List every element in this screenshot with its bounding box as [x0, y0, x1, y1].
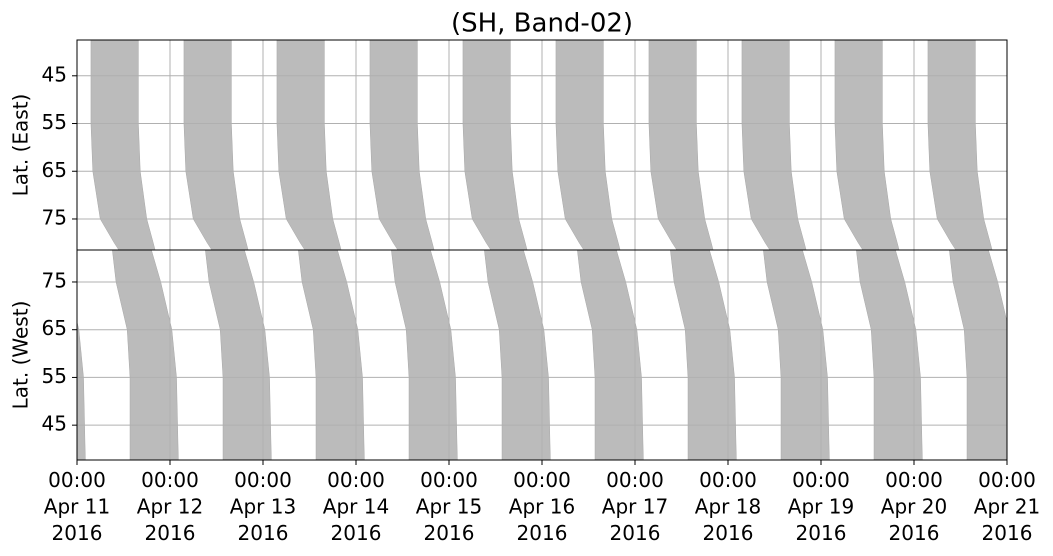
x-tick-label: 00:00 Apr 14 2016: [323, 468, 389, 545]
x-tick-label: 00:00 Apr 15 2016: [416, 468, 482, 545]
coverage-band: [763, 250, 830, 460]
y-axis-label: Lat. (West): [9, 301, 33, 410]
y-tick-label: 65: [42, 316, 67, 340]
coverage-band: [484, 250, 551, 460]
chart-title: (SH, Band-02): [451, 9, 633, 39]
coverage-band: [112, 250, 179, 460]
y-tick-label: 65: [42, 158, 67, 182]
x-tick-label: 00:00 Apr 21 2016: [974, 468, 1040, 545]
coverage-band: [670, 250, 737, 460]
x-tick-label: 00:00 Apr 18 2016: [695, 468, 761, 545]
coverage-band: [391, 250, 458, 460]
y-tick-label: 45: [42, 412, 67, 436]
x-tick-label: 00:00 Apr 12 2016: [137, 468, 203, 545]
coverage-band: [856, 250, 923, 460]
coverage-band: [298, 250, 365, 460]
x-tick-label: 00:00 Apr 17 2016: [602, 468, 668, 545]
y-tick-label: 55: [42, 364, 67, 388]
plot-area: [90, 40, 993, 250]
x-tick-label: 00:00 Apr 16 2016: [509, 468, 575, 545]
x-tick-label: 00:00 Apr 20 2016: [881, 468, 947, 545]
coverage-band: [577, 250, 644, 460]
coverage-band: [205, 250, 272, 460]
y-tick-label: 55: [42, 110, 67, 134]
plot-area: [77, 250, 1007, 460]
y-tick-label: 75: [42, 205, 67, 229]
y-axis-label: Lat. (East): [9, 94, 33, 197]
coverage-band: [949, 250, 1007, 460]
x-tick-label: 00:00 Apr 11 2016: [44, 468, 110, 545]
x-tick-label: 00:00 Apr 13 2016: [230, 468, 296, 545]
y-tick-label: 45: [42, 62, 67, 86]
x-tick-label: 00:00 Apr 19 2016: [788, 468, 854, 545]
y-tick-label: 75: [42, 268, 67, 292]
